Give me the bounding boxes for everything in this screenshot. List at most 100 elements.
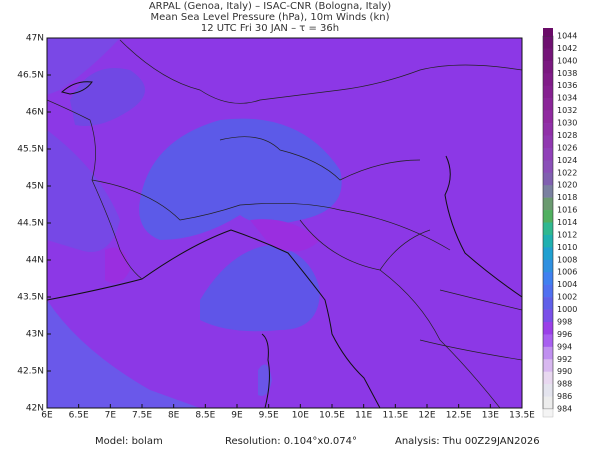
colorbar-segment: [543, 73, 553, 87]
lat-label: 45N: [26, 182, 44, 192]
colorbar-label: 992: [557, 355, 572, 364]
colorbar-label: 990: [557, 367, 572, 376]
colorbar-segment: [543, 185, 553, 198]
colorbar-segment: [543, 259, 553, 273]
colorbar-label: 1006: [557, 268, 577, 277]
colorbar-label: 1026: [557, 143, 577, 152]
colorbar-segment: [543, 309, 553, 323]
colorbar-segment: [543, 48, 553, 62]
colorbar-label: 1016: [557, 206, 577, 215]
lat-label: 46.5N: [17, 71, 44, 81]
lon-label: 10E: [292, 411, 309, 421]
colorbar-label: 984: [557, 405, 572, 414]
lat-label: 44.5N: [17, 219, 44, 229]
footer-item: Model: bolam: [95, 436, 163, 447]
colorbar-segment: [543, 384, 553, 397]
colorbar-segment: [543, 210, 553, 223]
lon-label: 13.5E: [509, 411, 535, 421]
lon-label: 7.5E: [132, 411, 152, 421]
colorbar-segment: [543, 123, 553, 136]
colorbar-label: 1008: [557, 255, 577, 264]
lat-label: 43.5N: [17, 293, 44, 303]
colorbar-label: 1042: [557, 44, 577, 53]
colorbar-label: 1028: [557, 131, 577, 140]
colorbar-label: 1030: [557, 119, 577, 128]
lat-label: 43N: [26, 330, 44, 340]
lake: [60, 81, 93, 95]
colorbar-segment: [543, 85, 553, 99]
pressure-field: [47, 300, 200, 408]
colorbar-segment: [543, 197, 553, 211]
lat-label: 47N: [26, 34, 44, 44]
colorbar-label: 1044: [557, 32, 577, 41]
lon-label: 11.5E: [382, 411, 408, 421]
pressure-field: [139, 118, 342, 240]
colorbar-segment: [543, 110, 553, 124]
colorbar-segment: [543, 234, 553, 248]
footer-item: Resolution: 0.104°x0.074°: [225, 436, 357, 447]
colorbar-segment: [543, 321, 553, 335]
lon-label: 12.5E: [446, 411, 472, 421]
colorbar-label: 1036: [557, 81, 577, 90]
colorbar-cap: [542, 408, 554, 418]
colorbar-label: 1034: [557, 94, 577, 103]
colorbar-label: 1038: [557, 69, 577, 78]
pressure-field: [200, 245, 320, 332]
lon-label: 10.5E: [319, 411, 345, 421]
header-line: ARPAL (Genoa, Italy) – ISAC-CNR (Bologna…: [149, 1, 391, 12]
colorbar-segment: [543, 60, 553, 74]
border: [379, 229, 522, 361]
colorbar-label: 1018: [557, 193, 577, 202]
lon-label: 7E: [105, 411, 117, 421]
colorbar-segment: [543, 284, 553, 298]
lon-label: 13E: [482, 411, 499, 421]
lat-label: 44N: [26, 256, 44, 266]
colorbar-label: 988: [557, 380, 572, 389]
pressure-field: [250, 219, 320, 252]
lon-label: 6.5E: [69, 411, 89, 421]
colorbar-label: 986: [557, 392, 572, 401]
colorbar-label: 1010: [557, 243, 577, 252]
colorbar-label: 1032: [557, 106, 577, 115]
colorbar-segment: [543, 297, 553, 310]
colorbar-segment: [543, 346, 553, 360]
lon-label: 8.5E: [195, 411, 215, 421]
colorbar-label: 1012: [557, 230, 577, 239]
lat-label: 42.5N: [17, 367, 44, 377]
lon-label: 6E: [41, 411, 53, 421]
lon-label: 9E: [231, 411, 243, 421]
coastline: [444, 155, 522, 298]
colorbar-segment: [543, 396, 553, 410]
lon-label: 8E: [168, 411, 180, 421]
lon-label: 11E: [355, 411, 372, 421]
lon-label: 9.5E: [259, 411, 279, 421]
colorbar-label: 994: [557, 342, 572, 351]
pressure-field: [47, 38, 120, 95]
coastline: [261, 333, 270, 408]
colorbar-label: 1022: [557, 168, 577, 177]
colorbar-label: 996: [557, 330, 572, 339]
colorbar-label: 1024: [557, 156, 577, 165]
colorbar-label: 998: [557, 317, 572, 326]
colorbar-segment: [543, 334, 553, 348]
lat-label: 42N: [26, 404, 44, 414]
pressure-field: [70, 68, 145, 126]
colorbar-segment: [543, 98, 553, 111]
border: [119, 39, 522, 104]
colorbar-label: 1002: [557, 293, 577, 302]
colorbar-segment: [543, 371, 553, 385]
colorbar-label: 1004: [557, 280, 577, 289]
colorbar-label: 1000: [557, 305, 577, 314]
footer-item: Analysis: Thu 00Z29JAN2026: [395, 436, 540, 447]
border: [219, 136, 421, 181]
colorbar-label: 1020: [557, 181, 577, 190]
colorbar-segment: [543, 36, 553, 49]
colorbar-segment: [543, 147, 553, 161]
colorbar-segment: [543, 272, 553, 285]
map: [46, 37, 523, 409]
colorbar-cap: [543, 28, 553, 36]
colorbar-label: 1014: [557, 218, 577, 227]
border: [91, 179, 451, 251]
colorbar-label: 1040: [557, 56, 577, 65]
colorbar-segment: [543, 135, 553, 149]
